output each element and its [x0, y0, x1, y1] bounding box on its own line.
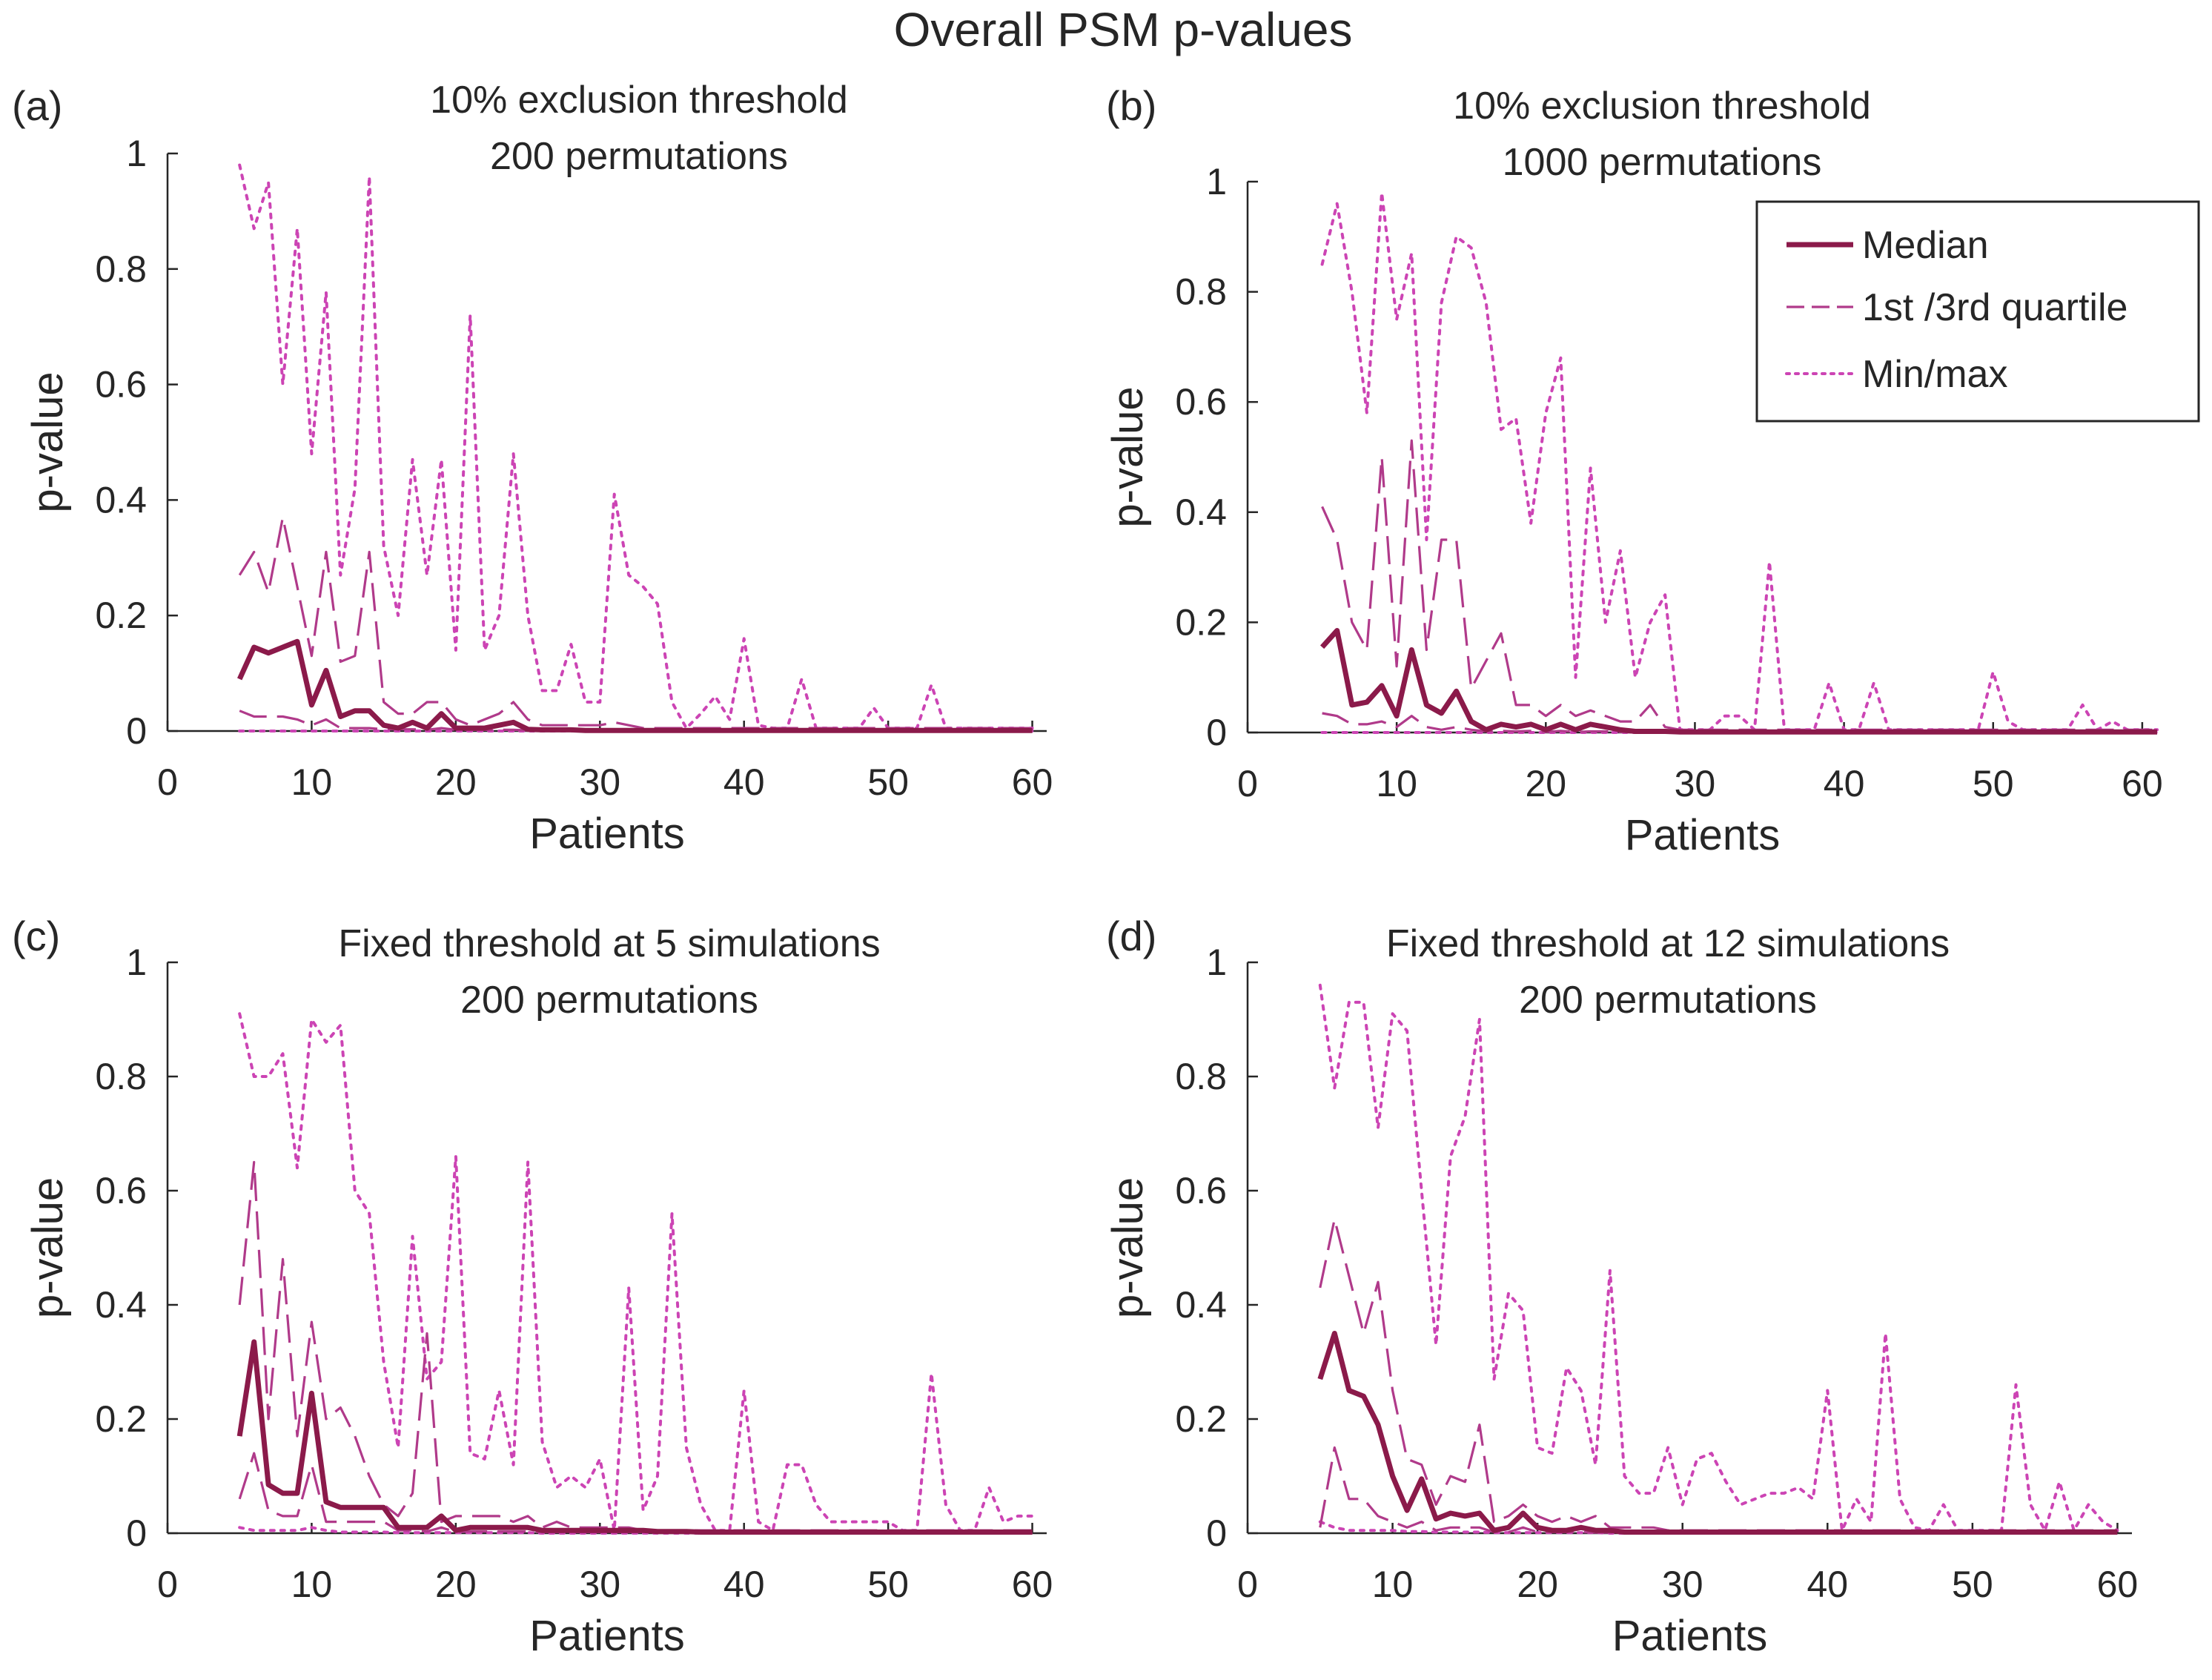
y-tick-label: 0: [1206, 1512, 1227, 1554]
x-tick-label: 60: [2097, 1564, 2139, 1605]
y-tick-label: 0.6: [1175, 381, 1227, 423]
y-tick-label: 0: [126, 1512, 147, 1554]
y-axis-label: p-value: [24, 1177, 72, 1318]
x-tick-label: 50: [1952, 1564, 1993, 1605]
x-tick-label: 20: [435, 1564, 477, 1605]
panel-title: 10% exclusion threshold: [430, 79, 848, 122]
chart-panel-c: 00.20.40.60.810 10 20 30 40 50 60Patientsp-val…: [12, 913, 1053, 1660]
x-tick-label: 40: [1824, 763, 1865, 804]
panel-title: Fixed threshold at 5 simulations: [338, 922, 880, 965]
y-tick-label: 0: [1206, 712, 1227, 753]
panel-subtitle: 1000 permutations: [1503, 141, 1822, 184]
x-tick-label: 50: [1973, 763, 2014, 804]
series-line-max: [1320, 191, 2159, 732]
y-tick-label: 0.8: [1175, 1056, 1227, 1097]
x-tick-label: 40: [723, 1564, 765, 1605]
x-tick-label: 60: [1012, 1564, 1053, 1605]
x-tick-label: 10: [291, 1564, 333, 1605]
panel-letter: (b): [1106, 82, 1156, 129]
y-tick-label: 0.8: [95, 248, 147, 290]
x-tick-label: 0: [157, 1564, 178, 1605]
y-tick-label: 0.2: [95, 1398, 147, 1440]
x-tick-label: 60: [1012, 761, 1053, 803]
y-tick-label: 1: [126, 133, 147, 174]
panel-letter: (a): [12, 82, 62, 129]
x-tick-label: 50: [867, 761, 909, 803]
x-tick-label: 0: [1237, 763, 1258, 804]
panel-letter: (c): [12, 913, 60, 959]
panel-subtitle: 200 permutations: [1519, 979, 1817, 1022]
x-tick-label: 20: [435, 761, 477, 803]
x-tick-label: 40: [723, 761, 765, 803]
legend-label-quartile: 1st /3rd quartile: [1862, 286, 2127, 329]
series-line-median: [237, 638, 1033, 733]
figure-title: Overall PSM p-values: [894, 3, 1353, 56]
panel-letter: (d): [1106, 913, 1156, 959]
y-tick-label: 0.4: [95, 479, 147, 520]
x-tick-label: 20: [1525, 763, 1566, 804]
x-tick-label: 50: [867, 1564, 909, 1605]
panel-title: 10% exclusion threshold: [1453, 85, 1871, 128]
panel-title: Fixed threshold at 12 simulations: [1386, 922, 1950, 965]
panels: 00.20.40.60.810 10 20 30 40 50 60Patientsp-val…: [12, 79, 2200, 1660]
chart-panel-a: 00.20.40.60.810 10 20 30 40 50 60Patientsp-val…: [12, 79, 1053, 858]
x-axis-label: Patients: [1625, 811, 1781, 859]
y-tick-label: 0.4: [1175, 1284, 1227, 1326]
x-tick-label: 10: [1376, 763, 1417, 804]
x-tick-label: 30: [1675, 763, 1716, 804]
x-tick-label: 10: [1372, 1564, 1414, 1605]
y-tick-label: 1: [1206, 161, 1227, 202]
panel-subtitle: 200 permutations: [460, 979, 758, 1022]
chart-panel-b: 00.20.40.60.810 10 20 30 40 50 60Patientsp-val…: [1104, 82, 2163, 859]
y-tick-label: 0.6: [95, 364, 147, 406]
series-line-max: [238, 1012, 1034, 1532]
panel-subtitle: 200 permutations: [490, 135, 788, 178]
y-axis-label: p-value: [1104, 386, 1152, 527]
y-tick-label: 0.8: [1175, 271, 1227, 313]
x-tick-label: 30: [1662, 1564, 1703, 1605]
y-tick-label: 0.6: [95, 1170, 147, 1211]
series-line-median: [1320, 628, 2157, 735]
y-tick-label: 0.2: [95, 595, 147, 636]
x-tick-label: 20: [1517, 1564, 1558, 1605]
y-tick-label: 0.4: [95, 1284, 147, 1326]
y-axis-label: p-value: [24, 371, 72, 512]
y-tick-label: 0.4: [1175, 492, 1227, 533]
x-tick-label: 0: [157, 761, 178, 803]
y-axis-label: p-value: [1104, 1177, 1152, 1318]
x-tick-label: 0: [1237, 1564, 1258, 1605]
x-tick-label: 60: [2122, 763, 2163, 804]
y-tick-label: 0.2: [1175, 1398, 1227, 1440]
x-tick-label: 30: [579, 1564, 620, 1605]
x-tick-label: 30: [579, 761, 620, 803]
x-axis-label: Patients: [1612, 1612, 1768, 1660]
legend-label-median: Median: [1862, 224, 1989, 267]
legend-box: [1755, 200, 2200, 423]
y-tick-label: 0.8: [95, 1056, 147, 1097]
y-tick-label: 1: [1206, 942, 1227, 983]
x-axis-label: Patients: [529, 1612, 685, 1660]
series-line-median: [1317, 1331, 2118, 1535]
y-tick-label: 0: [126, 710, 147, 752]
x-axis-label: Patients: [529, 810, 685, 858]
x-tick-label: 10: [291, 761, 333, 803]
legend: Median 1st /3rd quartile Min/max: [1755, 200, 2200, 423]
y-tick-label: 0.2: [1175, 601, 1227, 643]
series-line-max: [1318, 983, 2119, 1532]
legend-label-minmax: Min/max: [1862, 353, 2007, 396]
x-tick-label: 40: [1807, 1564, 1848, 1605]
series-line-median: [236, 1339, 1033, 1535]
y-tick-label: 1: [126, 942, 147, 983]
y-tick-label: 0.6: [1175, 1170, 1227, 1211]
chart-panel-d: 00.20.40.60.810 10 20 30 40 50 60Patientsp-val…: [1104, 913, 2138, 1660]
